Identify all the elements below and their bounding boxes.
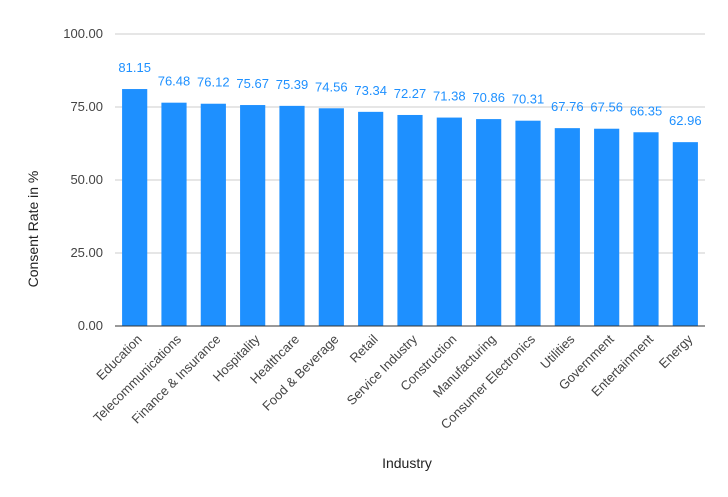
bar — [200, 103, 226, 326]
x-axis-title: Industry — [382, 455, 432, 471]
y-axis-ticks: 0.00 25.00 50.00 75.00 100.00 — [63, 26, 103, 333]
data-label: 75.67 — [236, 76, 269, 91]
data-label: 62.96 — [669, 113, 702, 128]
x-category-label: Service Industry — [344, 331, 421, 408]
data-label: 75.39 — [276, 77, 309, 92]
data-label: 73.34 — [354, 83, 387, 98]
data-label: 81.15 — [118, 60, 151, 75]
data-label: 70.31 — [512, 92, 545, 107]
bar — [318, 108, 344, 327]
bar — [397, 114, 423, 326]
bar — [240, 105, 266, 326]
y-tick-label: 75.00 — [70, 99, 103, 114]
data-label: 72.27 — [394, 86, 427, 101]
data-label: 76.48 — [158, 74, 191, 89]
y-tick-label: 100.00 — [63, 26, 103, 41]
bars — [122, 89, 698, 327]
x-category-label: Retail — [347, 331, 381, 365]
bar — [476, 119, 502, 326]
bar — [436, 117, 462, 326]
data-label: 74.56 — [315, 79, 348, 94]
data-labels: 81.15 76.48 76.12 75.67 75.39 74.56 73.34 72.27… — [118, 60, 701, 128]
data-label: 67.56 — [590, 100, 623, 115]
data-label: 76.12 — [197, 75, 230, 90]
bar — [672, 142, 698, 326]
bar — [122, 89, 148, 327]
y-axis-title: Consent Rate in % — [25, 171, 41, 288]
data-label: 67.76 — [551, 99, 584, 114]
x-category-label: Energy — [656, 331, 696, 371]
bar — [515, 120, 541, 327]
y-tick-label: 50.00 — [70, 172, 103, 187]
bar — [594, 128, 620, 326]
data-label: 70.86 — [472, 90, 505, 105]
bar — [554, 128, 580, 326]
bar — [358, 111, 384, 326]
y-tick-label: 25.00 — [70, 245, 103, 260]
bar — [633, 132, 659, 326]
bar — [161, 102, 187, 326]
data-label: 71.38 — [433, 89, 466, 104]
data-label: 66.35 — [630, 103, 663, 118]
y-tick-label: 0.00 — [78, 318, 103, 333]
bar — [279, 105, 305, 326]
